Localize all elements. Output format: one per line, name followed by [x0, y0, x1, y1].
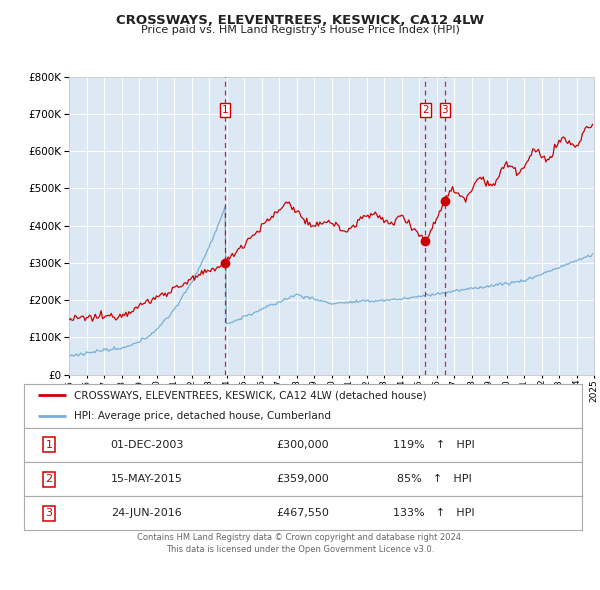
Text: 133% ↑ HPI: 133% ↑ HPI — [394, 509, 475, 518]
Text: 24-JUN-2016: 24-JUN-2016 — [112, 509, 182, 518]
Text: £300,000: £300,000 — [277, 440, 329, 450]
Text: 01-DEC-2003: 01-DEC-2003 — [110, 440, 184, 450]
Text: 85% ↑ HPI: 85% ↑ HPI — [397, 474, 472, 484]
Text: 2: 2 — [422, 105, 429, 115]
Text: 15-MAY-2015: 15-MAY-2015 — [111, 474, 182, 484]
Text: 119% ↑ HPI: 119% ↑ HPI — [393, 440, 475, 450]
Text: 3: 3 — [46, 509, 53, 518]
Text: 2: 2 — [46, 474, 53, 484]
Text: This data is licensed under the Open Government Licence v3.0.: This data is licensed under the Open Gov… — [166, 545, 434, 554]
Text: £467,550: £467,550 — [277, 509, 329, 518]
Text: CROSSWAYS, ELEVENTREES, KESWICK, CA12 4LW (detached house): CROSSWAYS, ELEVENTREES, KESWICK, CA12 4L… — [74, 390, 427, 400]
Text: £359,000: £359,000 — [277, 474, 329, 484]
Text: 1: 1 — [46, 440, 53, 450]
Text: 3: 3 — [442, 105, 448, 115]
Text: Price paid vs. HM Land Registry's House Price Index (HPI): Price paid vs. HM Land Registry's House … — [140, 25, 460, 35]
Text: HPI: Average price, detached house, Cumberland: HPI: Average price, detached house, Cumb… — [74, 411, 331, 421]
Text: Contains HM Land Registry data © Crown copyright and database right 2024.: Contains HM Land Registry data © Crown c… — [137, 533, 463, 542]
Text: 1: 1 — [222, 105, 229, 115]
Text: CROSSWAYS, ELEVENTREES, KESWICK, CA12 4LW: CROSSWAYS, ELEVENTREES, KESWICK, CA12 4L… — [116, 14, 484, 27]
